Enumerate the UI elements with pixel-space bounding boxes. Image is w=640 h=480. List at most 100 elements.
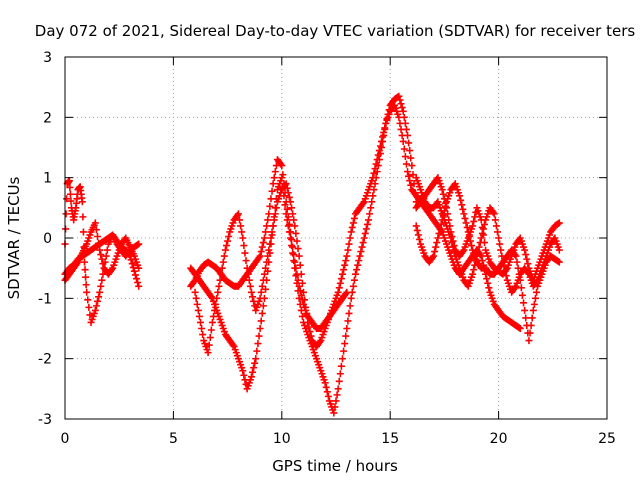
data-point <box>245 276 253 284</box>
data-point <box>96 288 104 296</box>
data-point <box>299 288 307 296</box>
data-point <box>78 198 86 206</box>
data-point <box>218 264 226 272</box>
data-point <box>470 217 478 225</box>
data-point <box>490 210 498 218</box>
data-point <box>516 325 524 332</box>
data-point <box>284 222 292 230</box>
data-point <box>264 216 272 224</box>
data-point <box>357 248 365 256</box>
data-point <box>342 290 350 298</box>
data-point <box>533 278 541 286</box>
data-point <box>399 107 407 115</box>
data-point <box>236 216 244 224</box>
data-point <box>92 302 100 310</box>
data-point <box>354 261 362 269</box>
data-point <box>264 252 272 260</box>
data-point <box>459 205 467 213</box>
series-segment-late-c <box>412 174 563 284</box>
data-point <box>294 245 302 253</box>
data-point <box>284 213 292 221</box>
data-point <box>475 243 483 251</box>
data-point <box>213 294 221 302</box>
data-point <box>530 300 538 308</box>
data-point <box>284 189 292 197</box>
data-point <box>130 267 138 275</box>
data-point <box>288 242 296 250</box>
data-point <box>210 312 218 320</box>
data-point <box>214 288 222 296</box>
data-point <box>85 303 93 311</box>
data-point <box>485 284 493 292</box>
data-point <box>267 234 275 242</box>
y-tick-label: 3 <box>43 50 52 66</box>
data-point <box>437 220 445 228</box>
data-point <box>249 368 257 376</box>
data-point <box>376 142 384 150</box>
data-point <box>527 321 535 329</box>
data-point <box>252 355 260 363</box>
data-point <box>524 260 532 268</box>
axes-frame <box>64 56 608 420</box>
data-point <box>272 204 280 212</box>
data-point <box>135 282 143 290</box>
data-point <box>365 216 373 224</box>
data-point <box>374 151 382 159</box>
data-point <box>67 197 75 205</box>
data-point <box>449 237 457 245</box>
chart-title: Day 072 of 2021, Sidereal Day-to-day VTE… <box>35 22 636 40</box>
data-point <box>498 252 506 260</box>
data-point <box>397 125 405 133</box>
data-point <box>84 296 92 304</box>
tick-labels: 0 5 10 15 20 25 -3 -2 -1 0 1 2 3 <box>38 50 616 447</box>
data-point <box>190 278 198 286</box>
data-point <box>260 234 268 242</box>
data-point <box>461 214 469 222</box>
data-point <box>81 266 89 274</box>
data-point <box>380 128 388 136</box>
data-point <box>91 219 99 227</box>
data-point <box>204 349 212 357</box>
data-point <box>296 261 304 269</box>
data-point <box>208 318 216 326</box>
data-point <box>288 204 296 212</box>
data-point <box>481 239 489 247</box>
data-point <box>82 273 90 281</box>
data-point <box>266 202 274 210</box>
data-point <box>528 314 536 322</box>
data-point <box>343 288 351 296</box>
data-point <box>324 392 332 400</box>
data-point <box>193 300 201 308</box>
data-point <box>450 242 458 250</box>
data-point <box>402 160 410 168</box>
data-point <box>191 288 199 296</box>
data-point <box>293 237 301 245</box>
data-point <box>216 276 224 284</box>
data-point <box>249 293 257 301</box>
data-point <box>335 377 343 385</box>
data-point <box>206 334 214 342</box>
data-point <box>241 249 249 257</box>
data-point <box>459 248 467 256</box>
data-point <box>254 340 262 348</box>
data-point <box>340 347 348 355</box>
data-point <box>406 147 414 155</box>
data-point <box>331 403 339 411</box>
data-point <box>302 303 310 311</box>
data-point <box>340 266 348 274</box>
data-point <box>262 228 270 236</box>
data-point <box>128 260 136 268</box>
data-point <box>95 239 103 247</box>
data-point <box>348 223 356 231</box>
data-point <box>350 276 358 284</box>
data-point <box>247 288 255 296</box>
data-point <box>95 293 103 301</box>
data-point <box>240 371 248 379</box>
data-point <box>435 229 443 237</box>
data-point <box>456 192 464 200</box>
data-point <box>533 288 541 296</box>
x-tick-label: 25 <box>598 431 616 447</box>
data-point <box>346 302 354 310</box>
data-point <box>135 264 143 272</box>
